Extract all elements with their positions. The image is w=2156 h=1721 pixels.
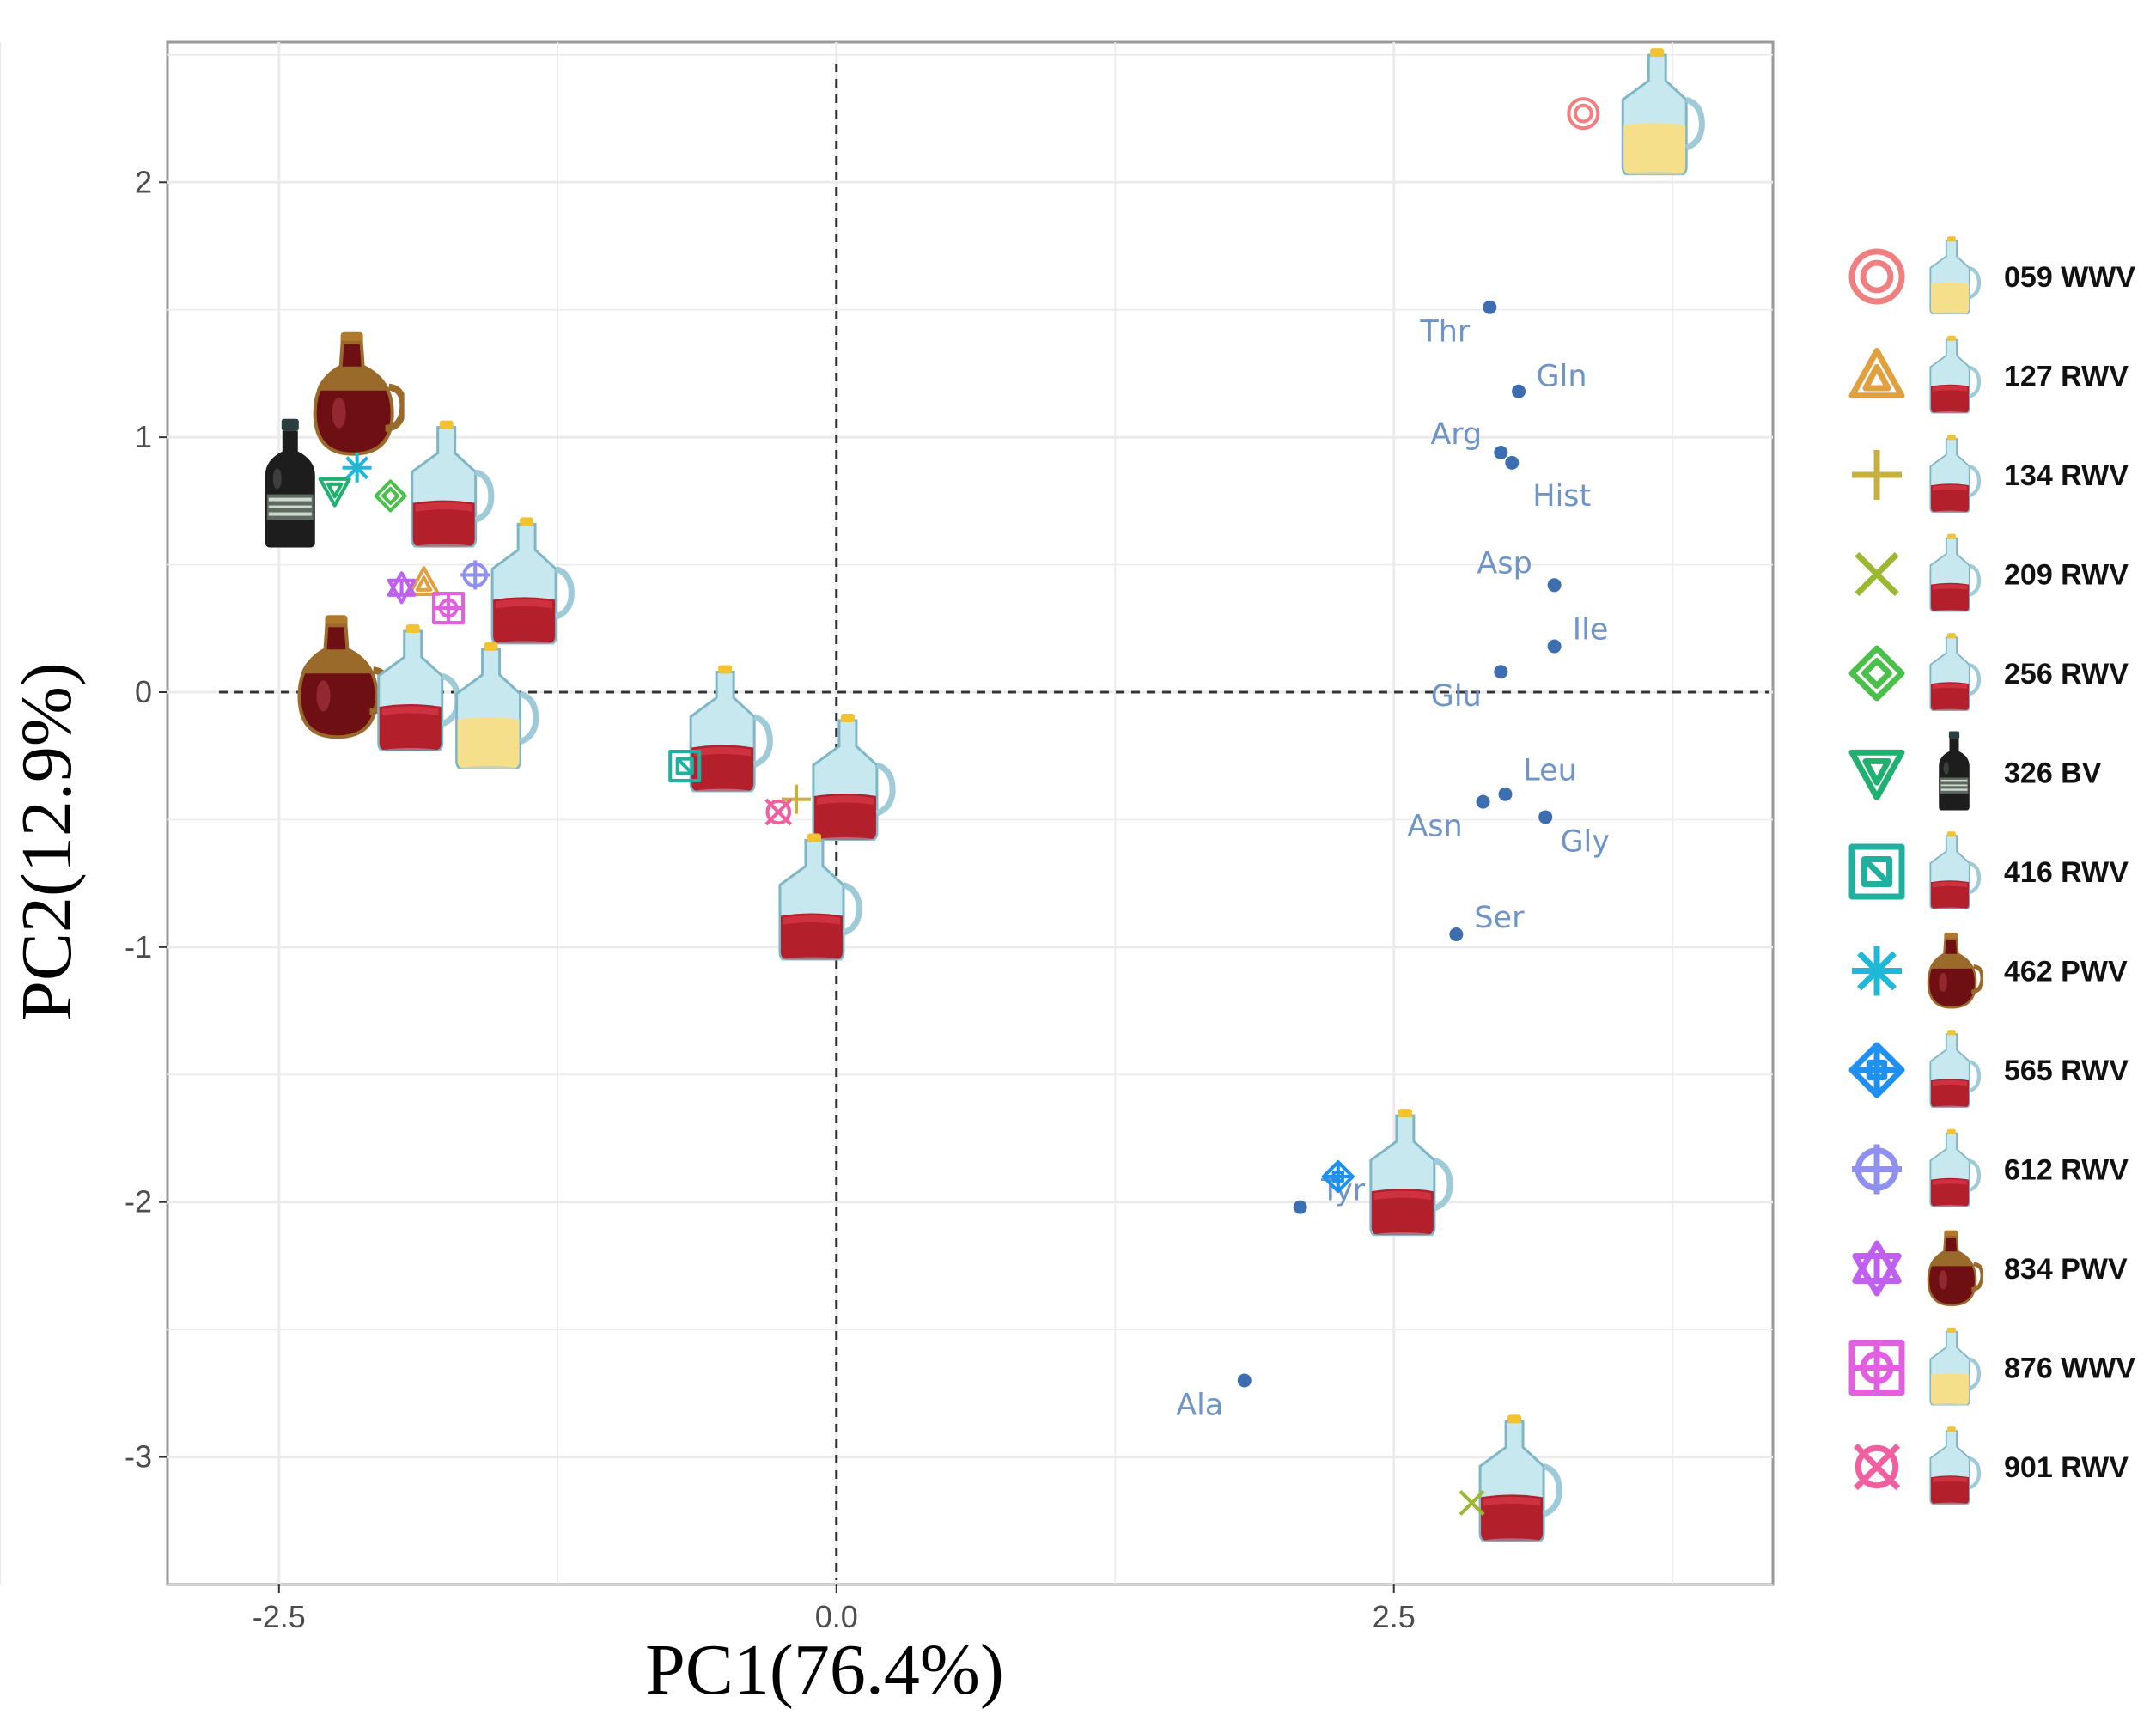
legend-label: 127 RWV bbox=[2004, 361, 2129, 393]
legend-marker-8 bbox=[1848, 1042, 1905, 1098]
loading-point-ser bbox=[1449, 927, 1464, 942]
legend-icon-red bbox=[1930, 336, 1979, 416]
marker-462-pwv bbox=[342, 453, 372, 483]
legend-icon-port bbox=[1928, 1231, 1982, 1305]
legend-label: 256 RWV bbox=[2004, 658, 2129, 690]
marker-326-bv bbox=[318, 477, 351, 508]
loading-label-hist: Hist bbox=[1532, 479, 1591, 514]
legend-icon-red bbox=[1930, 1129, 1979, 1209]
legend-icon-red bbox=[1930, 534, 1979, 614]
plot-panel bbox=[166, 40, 1775, 1586]
legend-icon-port bbox=[1928, 933, 1982, 1007]
grid bbox=[0, 42, 1773, 1585]
legend-marker-10 bbox=[1852, 1240, 1902, 1297]
legend: 059 WWV 127 RWV 134 RWV 209 RWV 256 RWV 326 B… bbox=[1848, 236, 2135, 1506]
loading-point-hist bbox=[1505, 455, 1520, 470]
legend-label: 134 RWV bbox=[2004, 459, 2129, 492]
legend-icon-red bbox=[1930, 435, 1979, 514]
loading-label-ala: Ala bbox=[1176, 1389, 1223, 1423]
y-tick-label: 1 bbox=[135, 419, 152, 454]
sample-markers bbox=[318, 97, 1600, 1517]
loading-label-leu: Leu bbox=[1523, 754, 1577, 788]
y-tick-label: -2 bbox=[125, 1184, 152, 1219]
loading-label-ile: Ile bbox=[1573, 613, 1609, 648]
axis-ticks: -2.5 0.0 2.5 2 1 0 -1 -2 -3 bbox=[125, 164, 1416, 1634]
loading-point-thr bbox=[1483, 300, 1497, 314]
loading-point-ala bbox=[1237, 1373, 1252, 1388]
loading-point-gln bbox=[1512, 384, 1526, 398]
marker-876-wwv bbox=[432, 591, 466, 625]
legend-label: 612 RWV bbox=[2004, 1154, 2129, 1187]
legend-icon-red bbox=[1930, 1426, 1979, 1506]
legend-icon-balsamic bbox=[1939, 731, 1970, 811]
legend-icon-white bbox=[1930, 236, 1979, 316]
x-tick-label: -2.5 bbox=[253, 1599, 306, 1634]
legend-label: 059 WWV bbox=[2004, 261, 2135, 294]
loading-label-ser: Ser bbox=[1474, 901, 1525, 935]
legend-label: 834 PWV bbox=[2004, 1253, 2128, 1286]
legend-label: 565 RWV bbox=[2004, 1055, 2129, 1087]
legend-icon-red bbox=[1930, 831, 1979, 911]
x-tick-label: 2.5 bbox=[1373, 1599, 1416, 1634]
legend-label: 416 RWV bbox=[2004, 856, 2129, 889]
loading-label-asp: Asp bbox=[1477, 546, 1532, 581]
marker-134-rwv bbox=[782, 784, 812, 814]
legend-marker-11 bbox=[1848, 1340, 1905, 1396]
legend-marker-2 bbox=[1852, 450, 1902, 500]
y-tick-label: 0 bbox=[135, 674, 152, 709]
legend-marker-1 bbox=[1848, 348, 1905, 399]
loading-point-arg bbox=[1494, 445, 1508, 459]
legend-label: 462 PWV bbox=[2004, 956, 2128, 988]
y-tick-label: -1 bbox=[125, 929, 152, 964]
legend-marker-9 bbox=[1852, 1144, 1902, 1195]
y-tick-label: 2 bbox=[135, 164, 152, 199]
legend-marker-3 bbox=[1855, 551, 1899, 597]
loading-point-glu bbox=[1494, 665, 1508, 679]
legend-icon-white bbox=[1930, 1328, 1979, 1408]
loading-point-asn bbox=[1476, 794, 1490, 809]
loading-label-glu: Glu bbox=[1431, 679, 1482, 714]
legend-label: 209 RWV bbox=[2004, 559, 2129, 592]
legend-marker-7 bbox=[1852, 946, 1902, 996]
y-axis-title: PC2(12.9%) bbox=[7, 662, 87, 1021]
marker-612-rwv bbox=[460, 560, 490, 590]
marker-059-wwv bbox=[1567, 97, 1600, 131]
loading-point-leu bbox=[1498, 787, 1513, 801]
legend-label: 876 WWV bbox=[2004, 1353, 2135, 1385]
y-tick-label: -3 bbox=[125, 1439, 152, 1475]
marker-256-rwv bbox=[374, 479, 407, 513]
legend-label: 901 RWV bbox=[2004, 1451, 2129, 1484]
legend-marker-0 bbox=[1848, 248, 1905, 305]
legend-icon-red bbox=[1930, 633, 1979, 713]
legend-marker-12 bbox=[1853, 1443, 1901, 1491]
x-tick-label: 0.0 bbox=[815, 1599, 858, 1634]
marker-834-pwv bbox=[387, 571, 417, 605]
marker-127-rwv bbox=[407, 566, 441, 596]
loading-label-asn: Asn bbox=[1407, 810, 1462, 844]
marker-209-rwv bbox=[1459, 1489, 1485, 1517]
legend-icon-red bbox=[1930, 1030, 1979, 1110]
marker-416-rwv bbox=[668, 750, 702, 783]
marker-565-rwv bbox=[1321, 1159, 1355, 1194]
loading-point-gly bbox=[1538, 810, 1553, 824]
loading-point-tyr bbox=[1293, 1200, 1307, 1214]
x-axis-title: PC1(76.4%) bbox=[645, 1630, 1004, 1710]
marker-901-rwv bbox=[764, 798, 793, 826]
loading-point-ile bbox=[1547, 639, 1562, 654]
loading-label-thr: Thr bbox=[1419, 315, 1471, 350]
loading-label-gly: Gly bbox=[1560, 824, 1610, 859]
legend-marker-5 bbox=[1848, 749, 1905, 800]
loading-label-gln: Gln bbox=[1537, 360, 1587, 394]
legend-marker-4 bbox=[1848, 645, 1905, 702]
loading-point-asp bbox=[1547, 578, 1562, 593]
legend-label: 326 BV bbox=[2004, 757, 2102, 790]
loading-label-arg: Arg bbox=[1430, 417, 1482, 452]
legend-marker-6 bbox=[1848, 843, 1905, 900]
